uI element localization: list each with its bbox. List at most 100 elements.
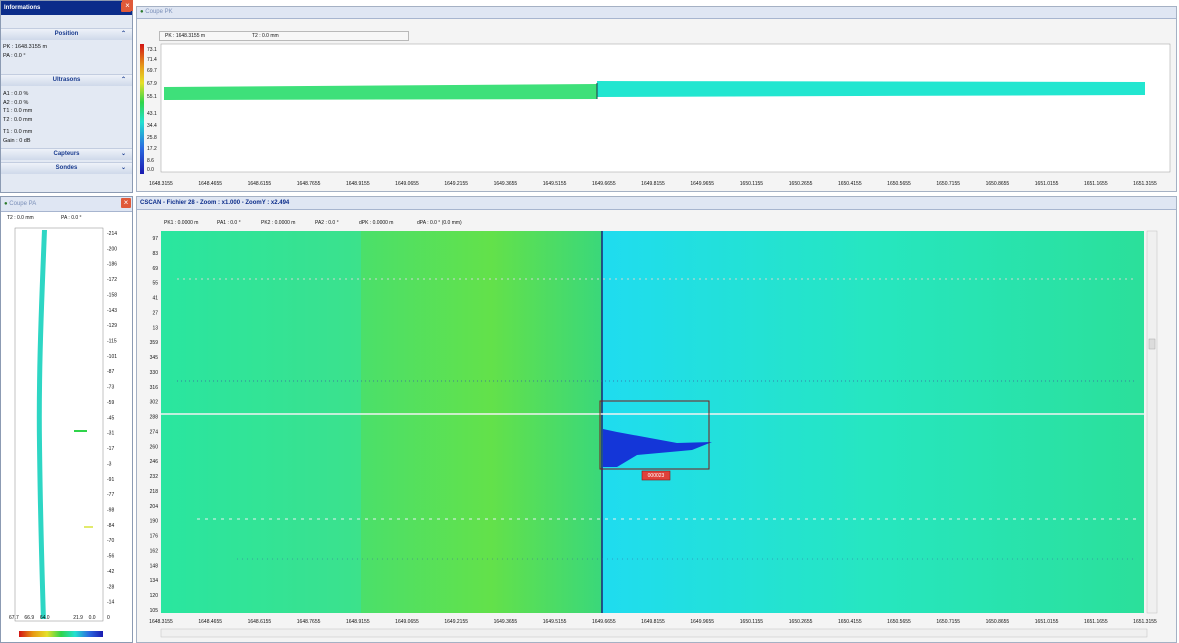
sondes-section-label: Sondes (55, 165, 78, 171)
coupe-pk-y-axis: 73.1 71.4 69.7 67.9 55.1 43.1 34.4 25.8 17.2 8.6 0… (147, 47, 157, 173)
cscan-y-tick: 83 (152, 251, 158, 257)
cscan-x-tick: 1649.9655 (690, 619, 714, 625)
coupe-pa-y-axis: -214 -200 -186 -172 -158 -143 -129 -115 -101 -87 -… (107, 231, 117, 621)
globe-icon: ● (4, 201, 8, 207)
cscan-y-tick: 41 (152, 296, 158, 302)
coupe-pk-x-tick: 1651.0155 (1035, 181, 1059, 187)
ultrasons-t2: T2 : 0.0 mm (3, 116, 33, 123)
coupe-pa-y-tick: -84 (107, 523, 114, 529)
coupe-pk-y-tick: 0.0 (147, 167, 154, 173)
coupe-pa-y-tick: -3 (107, 461, 112, 467)
cscan-y-tick: 176 (150, 534, 159, 540)
cscan-y-tick: 27 (152, 310, 158, 316)
coupe-pa-y-tick: -143 (107, 308, 117, 314)
cscan-x-tick: 1650.2655 (789, 619, 813, 625)
defect-marker-label[interactable]: 000023 (647, 473, 665, 479)
coupe-pk-plot[interactable]: 73.1 71.4 69.7 67.9 55.1 43.1 34.4 25.8 17.2 8.6 0… (137, 43, 1176, 191)
cscan-y-tick: 330 (150, 370, 159, 376)
coupe-pk-x-tick: 1650.5655 (887, 181, 911, 187)
ultrasons-section-header[interactable]: Ultrasons ⌃ (1, 74, 132, 86)
cscan-y-tick: 105 (150, 608, 159, 614)
cscan-x-tick: 1648.3155 (149, 619, 173, 625)
coupe-pk-x-tick: 1648.3155 (149, 181, 173, 187)
coupe-pk-x-tick: 1648.9155 (346, 181, 370, 187)
coupe-pa-x-tick: 0.0 (88, 615, 96, 621)
coupe-pk-x-axis: 1648.3155 1648.4655 1648.6155 1648.7655 1648… (149, 181, 1157, 187)
ultrasons-section-label: Ultrasons (52, 77, 81, 83)
coupe-pk-titlebar: ● Coupe PK (137, 7, 1176, 19)
coupe-pa-x-tick: 67.7 (9, 615, 19, 621)
position-section-header[interactable]: Position ⌃ (1, 28, 132, 40)
cscan-y-tick: 97 (152, 236, 158, 242)
cscan-y-tick: 148 (150, 563, 159, 569)
coupe-pa-y-tick: -59 (107, 400, 114, 406)
cscan-y-tick: 69 (152, 266, 158, 272)
cscan-y-axis: 97 83 69 55 41 27 13 359 345 330 316 302 288 274 260 24… (150, 236, 159, 614)
chevron-down-icon[interactable]: ⌄ (120, 151, 126, 157)
coupe-pk-x-tick: 1651.3155 (1133, 181, 1157, 187)
position-section-label: Position (54, 31, 79, 37)
chevron-up-icon[interactable]: ⌃ (120, 31, 126, 37)
coupe-pa-y-tick: -101 (107, 354, 117, 360)
sondes-section-header[interactable]: Sondes ⌄ (1, 162, 132, 174)
coupe-pa-pa: PA : 0.0 ° (61, 215, 82, 221)
cscan-y-tick: 162 (150, 548, 159, 554)
coupe-pa-panel: ● Coupe PA × T2 : 0.0 mm PA : 0.0 ° -214… (0, 196, 133, 643)
coupe-pk-x-tick: 1648.4655 (198, 181, 222, 187)
cscan-vertical-scrollbar[interactable] (1146, 230, 1158, 614)
close-icon[interactable]: × (121, 198, 131, 208)
info-panel-titlebar: Informations × (1, 1, 132, 15)
chevron-up-icon[interactable]: ⌃ (120, 77, 126, 83)
position-pa: PA : 0.0 ° (3, 52, 26, 59)
cscan-plot[interactable]: 97 83 69 55 41 27 13 359 345 330 316 302 288 274 260 24… (137, 229, 1176, 642)
cscan-dpa: dPA : 0.0 ° (0.0 mm) (417, 220, 462, 226)
coupe-pa-y-tick: -158 (107, 292, 117, 298)
cscan-x-tick: 1650.8655 (986, 619, 1010, 625)
cscan-y-tick: 190 (150, 519, 159, 525)
coupe-pk-x-tick: 1651.1655 (1084, 181, 1108, 187)
capteurs-section-header[interactable]: Capteurs ⌄ (1, 148, 132, 160)
cscan-x-tick: 1649.6655 (592, 619, 616, 625)
coupe-pa-y-tick: -115 (107, 339, 117, 345)
coupe-pk-y-tick: 25.8 (147, 135, 157, 141)
cscan-x-tick: 1650.4155 (838, 619, 862, 625)
coupe-pk-pk: PK : 1648.3155 m (165, 33, 206, 39)
cscan-horizontal-scrollbar[interactable] (160, 628, 1148, 638)
coupe-pa-y-tick: -17 (107, 446, 114, 452)
chevron-down-icon[interactable]: ⌄ (120, 165, 126, 171)
coupe-pa-x-tick: 66.9 (24, 615, 35, 621)
cscan-y-tick: 134 (150, 578, 159, 584)
ultrasons-a1: A1 : 0.0 % (3, 91, 29, 97)
cscan-y-tick: 120 (150, 593, 159, 599)
cscan-readout-bar: PK1 : 0.0000 m PA1 : 0.0 ° PK2 : 0.0000 … (159, 219, 709, 227)
coupe-pa-plot[interactable]: -214 -200 -186 -172 -158 -143 -129 -115 -101 -87 -… (1, 225, 132, 642)
info-panel: Informations × Position ⌃ PK : 1648.3155… (0, 0, 133, 193)
coupe-pk-x-tick: 1649.3655 (494, 181, 518, 187)
coupe-pk-x-tick: 1650.8655 (986, 181, 1010, 187)
coupe-pa-y-tick: -87 (107, 369, 114, 375)
coupe-pa-y-tick: -28 (107, 584, 114, 590)
coupe-pk-y-tick: 55.1 (147, 94, 157, 100)
coupe-pk-y-tick: 67.9 (147, 81, 157, 87)
coupe-pa-y-tick: 0 (107, 615, 110, 621)
coupe-pa-x-tick: 64.0 (39, 615, 50, 621)
globe-icon: ● (140, 9, 144, 15)
cscan-y-tick: 232 (150, 474, 159, 480)
cscan-title: CSCAN - Fichier 28 - Zoom : x1.000 - Zoo… (140, 200, 290, 206)
cscan-y-tick: 218 (150, 489, 159, 495)
cscan-pk2: PK2 : 0.0000 m (261, 220, 296, 226)
coupe-pk-t2: T2 : 0.0 mm (252, 33, 279, 39)
coupe-pk-readout-bar: PK : 1648.3155 m T2 : 0.0 mm (159, 31, 409, 41)
cscan-x-tick: 1648.4655 (198, 619, 222, 625)
coupe-pa-y-tick: -56 (107, 554, 114, 560)
coupe-pk-x-tick: 1649.6655 (592, 181, 616, 187)
cscan-x-tick: 1649.5155 (543, 619, 567, 625)
cscan-x-tick: 1651.3155 (1133, 619, 1157, 625)
cscan-x-tick: 1648.6155 (248, 619, 272, 625)
coupe-pa-y-tick: -31 (107, 431, 114, 437)
coupe-pk-y-tick: 69.7 (147, 68, 157, 74)
coupe-pk-x-tick: 1648.7655 (297, 181, 321, 187)
cscan-y-tick: 345 (150, 355, 159, 361)
info-close-button[interactable]: × (122, 0, 133, 11)
cscan-x-tick: 1648.9155 (346, 619, 370, 625)
